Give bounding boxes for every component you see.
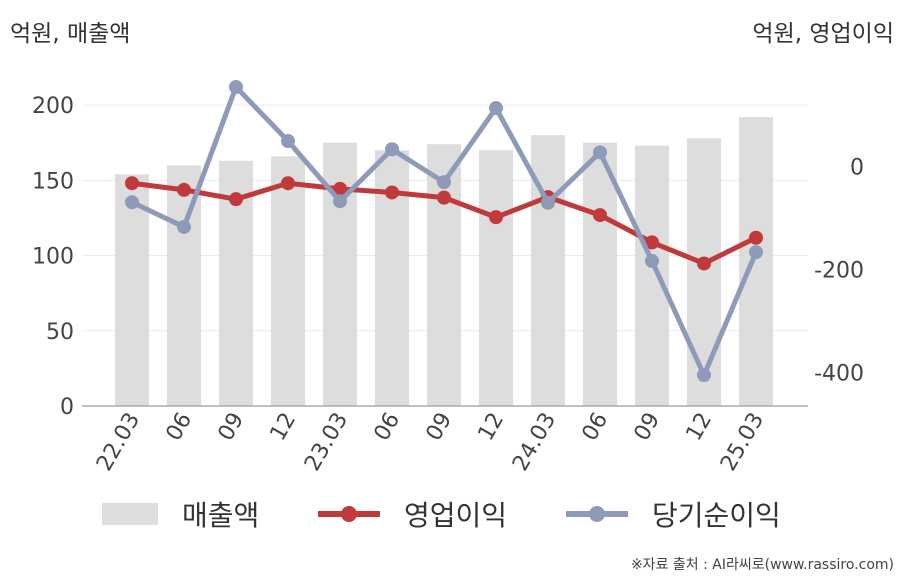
source-note: ※자료 출처 : AI라씨로(www.rassiro.com) (630, 557, 894, 573)
point-operating-profit (489, 210, 503, 225)
bar-revenue (479, 150, 513, 406)
x-tick-label: 25.03 (716, 409, 769, 476)
point-net-income (593, 145, 607, 160)
point-net-income (229, 79, 243, 94)
bar-revenue (687, 138, 721, 406)
bar-revenue (167, 165, 201, 406)
x-tick-label: 06 (162, 409, 198, 446)
point-operating-profit (645, 235, 659, 250)
point-net-income (385, 142, 399, 157)
point-operating-profit (229, 192, 243, 207)
left-tick-label: 200 (32, 94, 74, 119)
x-tick-label: 12 (474, 409, 510, 446)
left-axis-unit-label: 억원, 매출액 (10, 21, 131, 47)
x-tick-label: 12 (682, 409, 718, 446)
legend-marker-net-income (589, 506, 605, 522)
point-operating-profit (125, 176, 139, 191)
right-axis-ticks: 0 -200 -400 (814, 156, 864, 387)
point-operating-profit (437, 190, 451, 205)
left-axis-ticks: 0 50 100 150 200 (32, 94, 74, 420)
x-tick-label: 09 (214, 409, 250, 446)
right-tick-label: -400 (814, 362, 864, 387)
point-net-income (697, 368, 711, 383)
point-operating-profit (177, 182, 191, 197)
x-tick-label: 24.03 (508, 409, 561, 476)
x-tick-label: 09 (630, 409, 666, 446)
legend-label-operating-profit: 영업이익 (404, 499, 507, 532)
legend-marker-operating-profit (341, 506, 357, 522)
bar-revenue (115, 174, 149, 406)
point-operating-profit (697, 256, 711, 271)
point-net-income (125, 195, 139, 210)
bar-revenue (635, 145, 669, 407)
bar-series (115, 117, 773, 407)
left-tick-label: 150 (32, 169, 74, 194)
point-net-income (333, 194, 347, 209)
legend-label-net-income: 당기순이익 (652, 499, 781, 532)
point-operating-profit (281, 176, 295, 191)
bar-revenue (271, 156, 305, 406)
x-tick-label: 12 (266, 409, 302, 446)
point-operating-profit (593, 208, 607, 223)
bar-revenue (531, 135, 565, 406)
x-tick-label: 22.03 (92, 409, 145, 476)
point-net-income (489, 101, 503, 116)
legend: 매출액 영업이익 당기순이익 (102, 499, 781, 532)
right-axis-unit-label: 억원, 영업이익 (752, 21, 894, 47)
point-net-income (749, 245, 763, 260)
x-tick-label: 09 (422, 409, 458, 446)
bar-revenue (739, 117, 773, 407)
bar-revenue (583, 142, 617, 407)
point-net-income (281, 134, 295, 149)
point-operating-profit (333, 181, 347, 196)
left-tick-label: 0 (60, 395, 74, 420)
point-operating-profit (385, 185, 399, 200)
point-operating-profit (749, 230, 763, 245)
right-tick-label: -200 (814, 259, 864, 284)
right-tick-label: 0 (850, 156, 864, 181)
point-net-income (541, 195, 555, 210)
point-net-income (177, 219, 191, 234)
line-series (125, 79, 763, 383)
legend-swatch-revenue (102, 503, 158, 525)
x-tick-label: 06 (370, 409, 406, 446)
left-tick-label: 100 (32, 245, 74, 270)
x-tick-label: 06 (578, 409, 614, 446)
left-tick-label: 50 (46, 320, 74, 345)
point-net-income (437, 175, 451, 190)
x-tick-label: 23.03 (300, 409, 353, 476)
point-net-income (645, 253, 659, 268)
legend-label-revenue: 매출액 (182, 499, 259, 532)
